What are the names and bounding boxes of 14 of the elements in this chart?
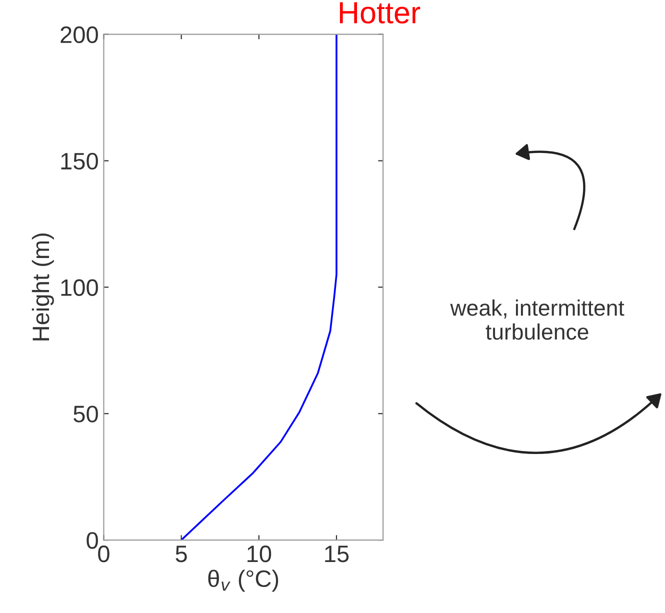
y-tick-label: 150 <box>61 152 98 170</box>
x-tick-label: 5 <box>176 546 187 562</box>
line-series <box>180 34 338 540</box>
y-tick-label: 200 <box>60 26 98 44</box>
y-tick-label: 50 <box>74 406 98 422</box>
y-tick-label: 0 <box>86 532 98 549</box>
y-axis-title: Height (m) <box>32 234 54 340</box>
x-tick-label: 15 <box>325 546 349 562</box>
x-tick-label: 0 <box>98 546 110 562</box>
chart-title: Hotter <box>340 2 420 24</box>
text: weak, intermittent turbulence <box>450 300 624 340</box>
x-tick-label: 10 <box>248 546 272 562</box>
x-axis-title: θ$_{v}$ (°C) <box>208 570 278 592</box>
y-tick-label: 100 <box>61 279 98 296</box>
